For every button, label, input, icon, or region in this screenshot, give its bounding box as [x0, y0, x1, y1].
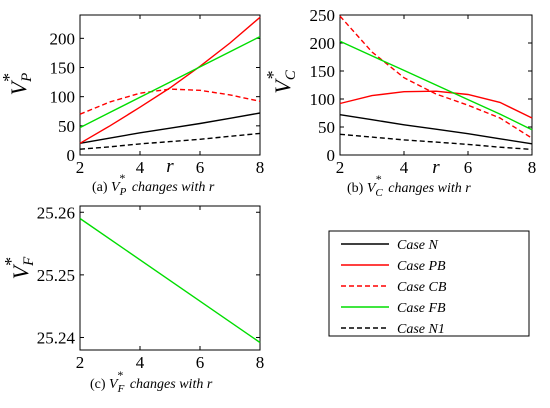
- panel-caption: (c) VF* changes with r: [90, 368, 213, 395]
- y-tick-label: 25.24: [37, 328, 76, 347]
- y-axis-label: VC*: [263, 69, 299, 93]
- x-tick-label: 8: [256, 353, 265, 372]
- legend: Case N Case PB Case CB Case FB Case N1: [328, 230, 530, 337]
- y-tick-label: 250: [310, 6, 336, 25]
- panel-b: 2 4 6 8 0 50 100 150 200 250 VC* r(b) VC* changes w…: [263, 6, 536, 199]
- x-tick-label: 4: [136, 158, 145, 177]
- x-axis-label: r: [432, 157, 440, 178]
- series-line-case-cb: [79, 88, 261, 115]
- x-tick-label: 6: [196, 353, 205, 372]
- legend-box: [328, 230, 530, 337]
- y-tick-label: 25.26: [37, 203, 75, 222]
- series-line-case-n1: [79, 132, 261, 150]
- y-tick-label: 0: [327, 146, 336, 165]
- series-line-case-n1: [339, 133, 533, 151]
- series-line-case-n: [79, 112, 261, 144]
- x-tick-label: 2: [76, 158, 85, 177]
- y-tick-label: 50: [58, 117, 75, 136]
- y-tick-label: 200: [50, 29, 76, 48]
- y-tick-label: 100: [310, 90, 336, 109]
- legend-label: Case FB: [397, 301, 446, 316]
- series-line-case-fb: [339, 40, 533, 131]
- series-line-case-n: [339, 114, 533, 145]
- plot-area-b: [339, 14, 533, 156]
- x-axis-label: r: [166, 156, 174, 177]
- series-line-case-cb: [339, 15, 533, 139]
- plot-area-c: [79, 205, 261, 351]
- y-tick-label: 0: [67, 146, 76, 165]
- series-line-case-pb: [79, 16, 261, 144]
- legend-label: Case N: [397, 238, 439, 253]
- panel-caption: (a) VP* changes with r: [92, 171, 215, 198]
- x-tick-label: 6: [196, 158, 205, 177]
- legend-label: Case CB: [397, 280, 447, 295]
- x-tick-label: 8: [256, 158, 265, 177]
- legend-label: Case PB: [397, 259, 446, 274]
- series-line-case-pb: [339, 90, 533, 119]
- x-tick-label: 4: [400, 158, 409, 177]
- y-axis-label: VF*: [1, 256, 37, 279]
- y-axis-label: VP*: [0, 73, 35, 96]
- y-tick-label: 200: [310, 34, 336, 53]
- x-tick-label: 6: [464, 158, 473, 177]
- x-tick-label: 2: [76, 353, 85, 372]
- legend-label: Case N1: [397, 322, 445, 337]
- series-line-case-fb: [79, 35, 261, 129]
- panel-caption: (b) VC* changes with r: [347, 172, 471, 199]
- x-tick-label: 2: [336, 158, 345, 177]
- panel-c: 2 4 6 8 25.24 25.25 25.26 VF* (c) VF* changes wi…: [1, 203, 264, 395]
- y-tick-label: 100: [50, 88, 76, 107]
- plot-area-a: [79, 14, 261, 156]
- y-tick-label: 150: [50, 59, 76, 78]
- panel-a: 2 4 6 8 0 50 100 150 200 VP* r(a) VP* changes with…: [0, 14, 265, 198]
- x-tick-label: 8: [528, 158, 537, 177]
- y-tick-label: 50: [318, 118, 335, 137]
- y-tick-label: 25.25: [37, 266, 75, 285]
- y-tick-label: 150: [310, 62, 336, 81]
- series-line-case-fb: [79, 217, 261, 344]
- x-tick-label: 4: [136, 353, 145, 372]
